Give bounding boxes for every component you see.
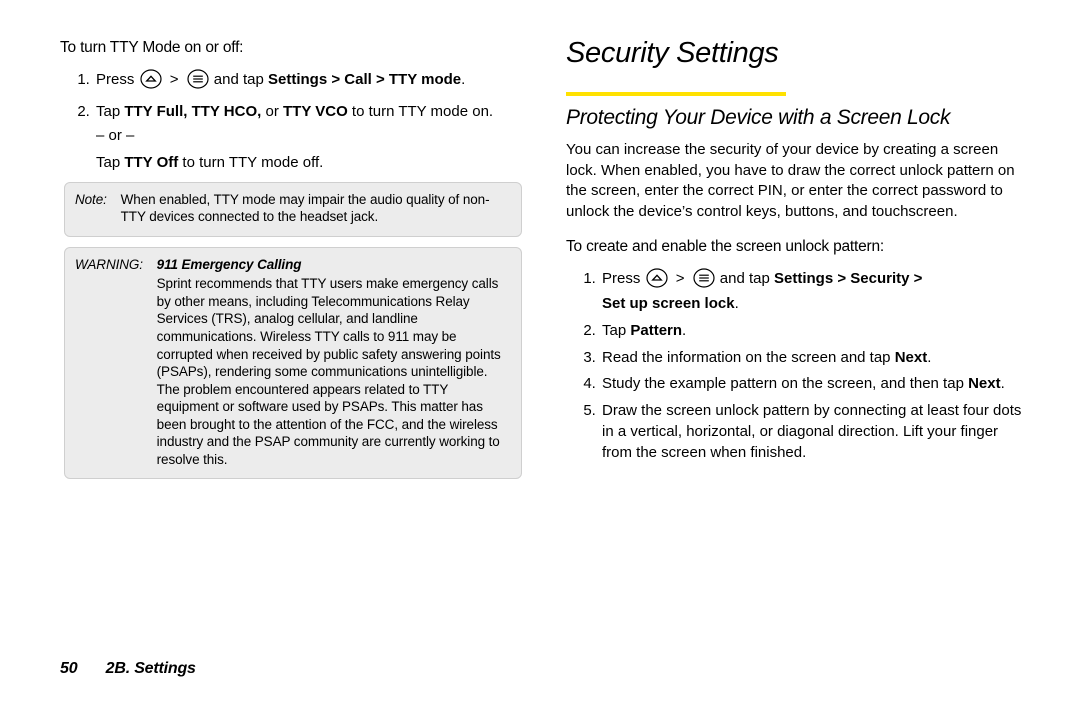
tty-off: Tap TTY Off to turn TTY mode off. — [96, 153, 526, 174]
lock-step-4: Study the example pattern on the screen,… — [600, 374, 1032, 395]
warn-body: Sprint recommends that TTY users make em… — [157, 276, 501, 466]
warn-body-wrap: 911 Emergency Calling Sprint recommends … — [157, 256, 509, 469]
left-column: To turn TTY Mode on or off: Press > and … — [60, 38, 526, 648]
note-label: Note: — [75, 191, 117, 209]
s2a: Tap — [96, 103, 124, 120]
step1-mid: and tap — [214, 71, 264, 88]
tty-or: – or – — [96, 126, 526, 147]
s2c: or — [261, 103, 283, 120]
lock-step-3: Read the information on the screen and t… — [600, 348, 1032, 369]
s2e: to turn TTY mode on. — [348, 103, 493, 120]
note-body: When enabled, TTY mode may impair the au… — [121, 191, 507, 226]
page-columns: To turn TTY Mode on or off: Press > and … — [60, 38, 1032, 648]
lock-steps: Press > and tap Settings > Security > Se… — [566, 268, 1032, 464]
tty-steps: Press > and tap Settings > Call > TTY mo… — [60, 69, 526, 174]
r3b: Next — [895, 349, 928, 366]
create-lead: To create and enable the screen unlock p… — [566, 237, 1032, 258]
tty-step-2: Tap TTY Full, TTY HCO, or TTY VCO to tur… — [94, 102, 526, 174]
offb: TTY Off — [124, 154, 178, 171]
intro-para: You can increase the security of your de… — [566, 140, 1032, 223]
r2b: Pattern — [630, 322, 682, 339]
warn-label: WARNING: — [75, 256, 153, 274]
menu-icon — [187, 69, 209, 96]
r3a: Read the information on the screen and t… — [602, 349, 895, 366]
r4b: Next — [968, 375, 1001, 392]
r1patha: Settings > Security > — [774, 270, 922, 287]
lock-step-1: Press > and tap Settings > Security > Se… — [600, 268, 1032, 315]
page-footer: 50 2B. Settings — [60, 648, 1032, 678]
step1-path: Settings > Call > TTY mode — [268, 71, 461, 88]
warn-title: 911 Emergency Calling — [157, 256, 509, 274]
sub-title: Protecting Your Device with a Screen Loc… — [566, 106, 1032, 130]
chevron-icon: > — [170, 70, 179, 91]
right-column: Security Settings Protecting Your Device… — [566, 38, 1032, 648]
note-box: Note: When enabled, TTY mode may impair … — [64, 182, 522, 237]
r1pre: Press — [602, 270, 640, 287]
section-title: Security Settings — [566, 38, 1032, 70]
home-icon — [140, 69, 162, 96]
footer-section: 2B. Settings — [106, 660, 196, 677]
tty-lead: To turn TTY Mode on or off: — [60, 38, 526, 59]
s2d: TTY VCO — [283, 103, 348, 120]
r4a: Study the example pattern on the screen,… — [602, 375, 968, 392]
s2b: TTY Full, TTY HCO, — [124, 103, 261, 120]
home-icon — [646, 268, 668, 295]
chevron-icon: > — [676, 269, 685, 290]
lock-step-5: Draw the screen unlock pattern by connec… — [600, 401, 1032, 463]
r1mid: and tap — [720, 270, 770, 287]
warning-box: WARNING: 911 Emergency Calling Sprint re… — [64, 247, 522, 480]
menu-icon — [693, 268, 715, 295]
offc: to turn TTY mode off. — [178, 154, 323, 171]
tty-step-1: Press > and tap Settings > Call > TTY mo… — [94, 69, 526, 96]
offa: Tap — [96, 154, 124, 171]
accent-bar — [566, 92, 786, 96]
r1pathb: Set up screen lock — [602, 295, 735, 312]
page-number: 50 — [60, 660, 77, 677]
r2a: Tap — [602, 322, 630, 339]
lock-step-2: Tap Pattern. — [600, 321, 1032, 342]
step1-pre: Press — [96, 71, 134, 88]
